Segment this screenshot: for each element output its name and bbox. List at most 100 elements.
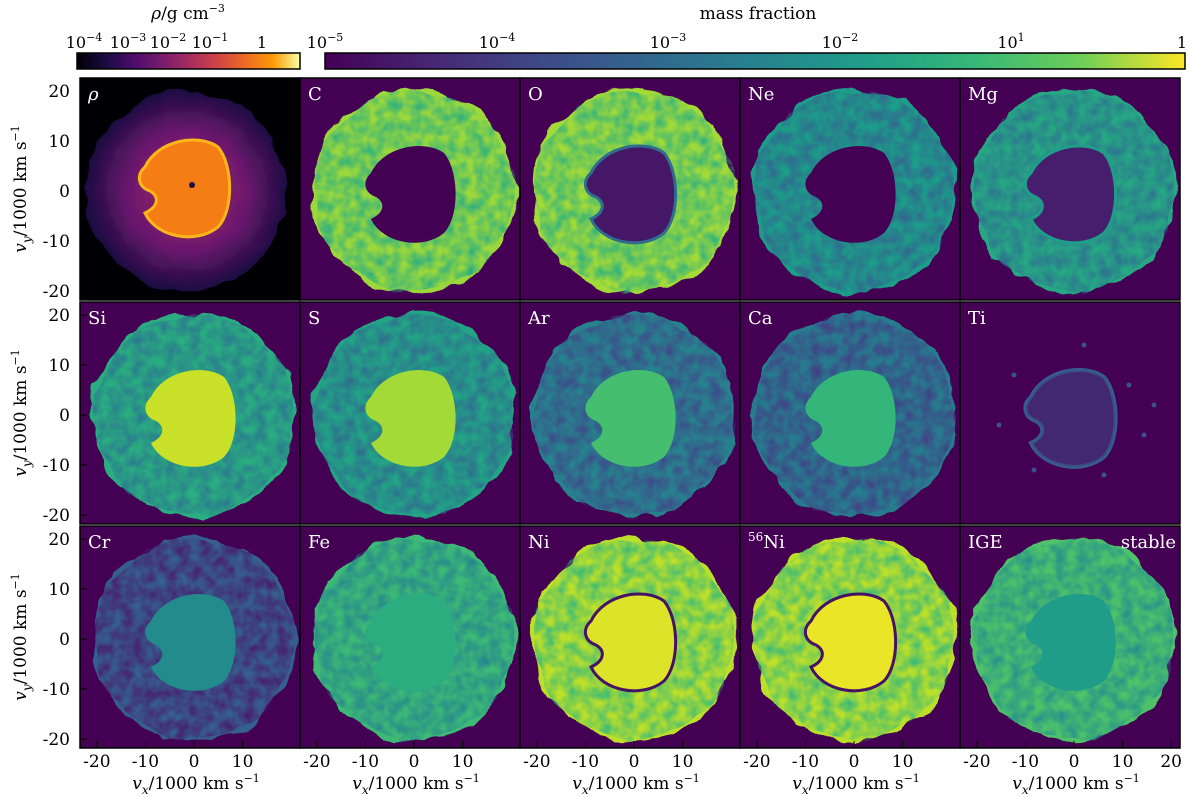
density-tick-label: 10−1	[192, 31, 229, 52]
x-tick-label: 10	[232, 752, 254, 772]
inner-region	[145, 593, 236, 691]
density-colorbar-bar	[76, 52, 301, 70]
panel-cr: Cr	[79, 525, 301, 749]
inner-region	[585, 369, 676, 467]
density-colorbar-ticks: 10−4 10−3 10−2 10−1 1	[66, 31, 267, 52]
fraction-tick-label: 101	[997, 31, 1024, 52]
inner-region	[145, 369, 236, 467]
y-tick-label: -20	[43, 730, 70, 750]
y-tick-label: 10	[48, 132, 70, 152]
fraction-tick-label: 10−4	[479, 31, 516, 52]
panel-label: Ti	[968, 308, 986, 329]
y-tick-label: 20	[48, 82, 70, 102]
panel-label: Mg	[968, 84, 998, 105]
panel-ca: Ca	[739, 301, 961, 525]
x-tick-label: -20	[523, 752, 550, 772]
inner-region	[365, 145, 456, 243]
x-tick-label: 0	[189, 752, 200, 772]
panel-si: Si	[79, 301, 301, 525]
panel-label: C	[308, 84, 322, 105]
panel-frame	[959, 77, 1181, 301]
panel-label: O	[528, 84, 543, 105]
x-axis-label: vx/1000 km s−1	[572, 772, 700, 797]
panel-frame	[959, 525, 1181, 749]
x-tick-label: -20	[83, 752, 110, 772]
inner-region	[583, 144, 678, 245]
inner-region	[805, 369, 896, 467]
panel-fe: Fe	[299, 525, 521, 749]
inner-region	[1025, 593, 1116, 691]
y-tick-label: 20	[48, 530, 70, 550]
x-tick-label: 10	[672, 752, 694, 772]
y-tick-label: -10	[43, 456, 70, 476]
fraction-tick-label: 1	[1177, 33, 1187, 52]
density-tick-label: 1	[257, 33, 267, 52]
x-axis-label: vx/1000 km s−1	[132, 772, 260, 797]
panel-c: C	[299, 77, 521, 301]
panel-ige: IGE stable	[959, 525, 1181, 749]
dense-core	[137, 138, 232, 239]
y-tick-label: 0	[59, 182, 70, 202]
panel-label: Ni	[528, 532, 550, 553]
clump	[1101, 472, 1107, 478]
panel-56-ni: 56Ni	[739, 525, 961, 749]
inner-region	[805, 145, 896, 243]
density-colorbar-title: ρ/g cm−3	[150, 2, 225, 24]
inner-region	[365, 593, 456, 691]
mass-fraction-colorbar-bar	[324, 52, 1186, 70]
panel-s: S	[299, 301, 521, 525]
fraction-tick-label: 10−5	[307, 31, 344, 52]
x-tick-label: -20	[963, 752, 990, 772]
panel-label: S	[308, 308, 320, 329]
inner-region	[365, 369, 456, 467]
panel-label: Ar	[527, 308, 550, 329]
y-tick-label: 10	[48, 356, 70, 376]
x-tick-label: -10	[792, 752, 819, 772]
mass-fraction-colorbar: mass fraction 10−5 10−4 10−3 10−2 101 1	[307, 4, 1187, 70]
panel-grid: ρ C O Ne Mg Si S Ar Ca Ti Cr Fe Ni 56Ni IGE stable	[79, 77, 1181, 749]
panel-label: IGE	[968, 532, 1003, 553]
panel-mg: Mg	[959, 77, 1181, 301]
panel-extra-label: stable	[1121, 532, 1176, 553]
panel-label: Cr	[88, 532, 111, 553]
x-tick-label: 0	[1069, 752, 1080, 772]
panel-label: Si	[88, 308, 106, 329]
panel-label: Ca	[748, 308, 773, 329]
x-tick-label: 20	[1160, 752, 1182, 772]
y-tick-label: -20	[43, 282, 70, 302]
x-tick-label: -20	[303, 752, 330, 772]
panel-label: 56Ni	[748, 530, 785, 553]
x-tick-label: -20	[743, 752, 770, 772]
panel-density: ρ	[79, 77, 301, 301]
panel-ti: Ti	[959, 301, 1181, 525]
fraction-tick-label: 10−3	[650, 31, 687, 52]
panel-label: ρ	[87, 84, 99, 105]
panel-ar: Ar	[519, 301, 741, 525]
panel-label: Fe	[308, 532, 330, 553]
clump	[1031, 467, 1037, 473]
x-tick-label: 0	[849, 752, 860, 772]
y-tick-label: 0	[59, 630, 70, 650]
y-tick-label: 10	[48, 580, 70, 600]
y-tick-label: -10	[43, 680, 70, 700]
clump	[1151, 402, 1157, 408]
density-tick-label: 10−3	[110, 31, 147, 52]
x-tick-label: -10	[1012, 752, 1039, 772]
fraction-tick-label: 10−2	[822, 31, 859, 52]
mass-fraction-colorbar-title: mass fraction	[700, 4, 817, 24]
y-tick-label: -10	[43, 232, 70, 252]
panel-ne: Ne	[739, 77, 961, 301]
y-tick-label: 20	[48, 306, 70, 326]
x-axis-label: vx/1000 km s−1	[1012, 772, 1140, 797]
y-tick-label: 0	[59, 406, 70, 426]
x-tick-label: 0	[409, 752, 420, 772]
x-tick-label: -10	[132, 752, 159, 772]
x-tick-label: 10	[452, 752, 474, 772]
mass-fraction-colorbar-ticks: 10−5 10−4 10−3 10−2 101 1	[307, 31, 1187, 52]
x-axis-label: vx/1000 km s−1	[352, 772, 480, 797]
y-axis-label: vy/1000 km s−1	[9, 349, 34, 477]
panel-label: Ne	[748, 84, 774, 105]
panel-frame	[959, 301, 1181, 525]
x-tick-label: -10	[352, 752, 379, 772]
y-axes: 20 10 0 -10 -20 vy/1000 km s−1 20 10 0 -10 -20 vy/1…	[9, 82, 87, 750]
